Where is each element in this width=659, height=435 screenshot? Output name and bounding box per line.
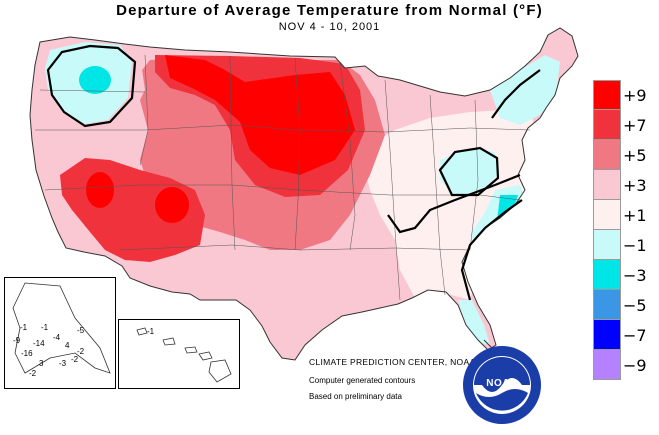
map-subtitle: NOV 4 - 10, 2001 <box>278 21 381 33</box>
alaska-label: -14 <box>33 339 45 348</box>
alaska-label: -4 <box>53 333 61 342</box>
alaska-map: -1 -1 -4 -5 -14 -9 -16 4 -2 -2 3 -3 -2 <box>12 282 111 378</box>
legend-swatch <box>593 320 621 350</box>
legend-label: −9 <box>623 356 647 375</box>
plus-nine-core-nevada <box>86 172 114 208</box>
legend-swatch <box>593 260 621 290</box>
legend-row: +5 <box>593 140 659 170</box>
noaa-logo: NOAA <box>462 345 542 425</box>
alaska-label: -16 <box>21 349 33 358</box>
noaa-bird-icon <box>474 357 530 392</box>
legend-row: +1 <box>593 200 659 230</box>
alaska-label: -3 <box>59 359 67 368</box>
plus-nine-core-colorado <box>155 187 189 223</box>
legend-label: +7 <box>623 116 647 135</box>
noaa-logo-text: NOAA <box>486 378 518 389</box>
alaska-outline <box>12 282 111 374</box>
legend-label: −3 <box>623 266 647 285</box>
minus-three-core-northwest <box>79 66 111 94</box>
legend-label: +1 <box>623 206 647 225</box>
plus-nine-region-north <box>165 55 355 175</box>
legend-swatch <box>593 200 621 230</box>
legend-swatch <box>593 110 621 140</box>
credit-contours: Computer generated contours <box>309 376 416 385</box>
credit-preliminary: Based on preliminary data <box>309 392 402 401</box>
legend-label: −1 <box>623 236 647 255</box>
legend-row: −9 <box>593 350 659 380</box>
alaska-inset: -1 -1 -4 -5 -14 -9 -16 4 -2 -2 3 -3 -2 <box>4 277 116 389</box>
legend-label: +5 <box>623 146 647 165</box>
minus-one-region-northeast <box>490 55 560 125</box>
legend-swatch <box>593 350 621 380</box>
legend-row: −5 <box>593 290 659 320</box>
legend-row: +9 <box>593 80 659 110</box>
alaska-label: 4 <box>65 341 70 350</box>
noaa-seal-icon <box>463 346 541 424</box>
alaska-label: 3 <box>39 359 44 368</box>
legend-swatch <box>593 290 621 320</box>
map-title: Departure of Average Temperature from No… <box>116 2 543 19</box>
noaa-wave-icon <box>476 389 528 411</box>
legend-label: −7 <box>623 326 647 345</box>
hawaii-inset: -1 <box>118 319 240 389</box>
alaska-label: -5 <box>77 326 85 335</box>
legend-swatch <box>593 170 621 200</box>
hawaii-island-kauai <box>136 327 148 336</box>
hawaii-island-oahu <box>162 337 176 346</box>
legend-row: +7 <box>593 110 659 140</box>
hawaii-island-maui <box>198 351 213 361</box>
hawaii-label: -1 <box>147 327 155 336</box>
alaska-label: -2 <box>29 369 37 378</box>
legend-swatch <box>593 80 621 110</box>
legend-row: −1 <box>593 230 659 260</box>
credit-center: CLIMATE PREDICTION CENTER, NOAA <box>309 357 476 367</box>
legend-label: +9 <box>623 86 647 105</box>
alaska-label: -2 <box>77 347 85 356</box>
legend-row: −3 <box>593 260 659 290</box>
minus-one-region-ohio-valley <box>440 148 500 196</box>
legend: +9 +7 +5 +3 +1 −1 −3 −5 −7 −9 <box>593 80 659 380</box>
legend-swatch <box>593 140 621 170</box>
legend-row: −7 <box>593 320 659 350</box>
alaska-label: -2 <box>71 355 79 364</box>
hawaii-island-molokai <box>184 346 198 354</box>
florida-tip <box>483 339 493 349</box>
alaska-label: -1 <box>41 323 49 332</box>
hawaii-map: -1 <box>136 327 232 383</box>
alaska-label: -9 <box>13 336 21 345</box>
legend-label: +3 <box>623 176 647 195</box>
minus-one-region-florida <box>458 300 490 345</box>
legend-swatch <box>593 230 621 260</box>
alaska-label: -1 <box>20 323 28 332</box>
legend-row: +3 <box>593 170 659 200</box>
hawaii-island-big-island <box>208 359 232 383</box>
state-boundaries <box>35 54 531 301</box>
legend-label: −5 <box>623 296 647 315</box>
zero-contours <box>46 44 541 301</box>
